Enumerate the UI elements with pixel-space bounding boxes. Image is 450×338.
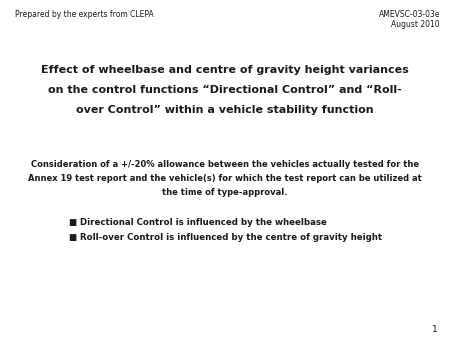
Text: Roll-over Control is influenced by the centre of gravity height: Roll-over Control is influenced by the c… [80,233,382,242]
Text: August 2010: August 2010 [392,20,440,29]
Text: Effect of wheelbase and centre of gravity height variances: Effect of wheelbase and centre of gravit… [41,65,409,75]
Text: ■: ■ [68,218,76,227]
Text: Directional Control is influenced by the wheelbase: Directional Control is influenced by the… [80,218,327,227]
Text: AMEVSC-03-03e: AMEVSC-03-03e [378,10,440,19]
Text: 1: 1 [432,325,438,334]
Text: Consideration of a +/-20% allowance between the vehicles actually tested for the: Consideration of a +/-20% allowance betw… [31,160,419,169]
Text: ■: ■ [68,233,76,242]
Text: Annex 19 test report and the vehicle(s) for which the test report can be utilize: Annex 19 test report and the vehicle(s) … [28,174,422,183]
Text: the time of type-approval.: the time of type-approval. [162,188,288,197]
Text: Prepared by the experts from CLEPA: Prepared by the experts from CLEPA [15,10,154,19]
Text: over Control” within a vehicle stability function: over Control” within a vehicle stability… [76,105,374,115]
Text: on the control functions “Directional Control” and “Roll-: on the control functions “Directional Co… [48,85,402,95]
